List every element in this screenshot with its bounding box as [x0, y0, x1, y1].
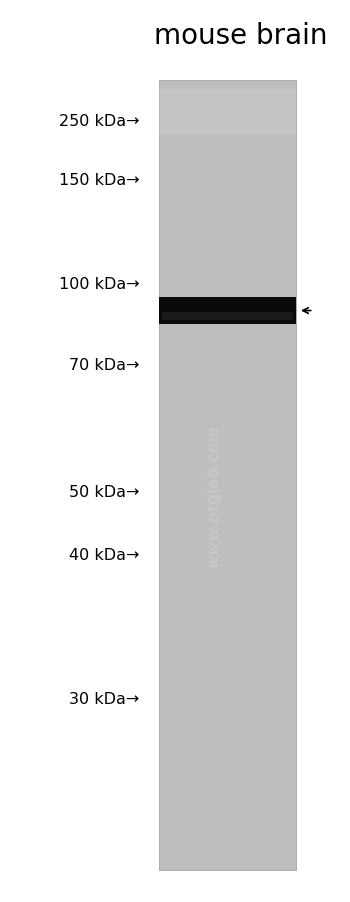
- Text: 150 kDa→: 150 kDa→: [59, 173, 140, 188]
- Text: www.ptglab.com: www.ptglab.com: [206, 425, 221, 567]
- Text: 50 kDa→: 50 kDa→: [69, 484, 140, 499]
- Text: 30 kDa→: 30 kDa→: [69, 692, 140, 706]
- Text: 250 kDa→: 250 kDa→: [59, 115, 140, 129]
- Text: 70 kDa→: 70 kDa→: [69, 358, 140, 373]
- Text: 100 kDa→: 100 kDa→: [59, 277, 140, 291]
- Bar: [159, 90, 296, 135]
- Text: 40 kDa→: 40 kDa→: [69, 548, 140, 562]
- Bar: [159, 298, 296, 325]
- Bar: [159, 81, 296, 870]
- Bar: [162, 313, 293, 320]
- Text: mouse brain: mouse brain: [154, 22, 328, 51]
